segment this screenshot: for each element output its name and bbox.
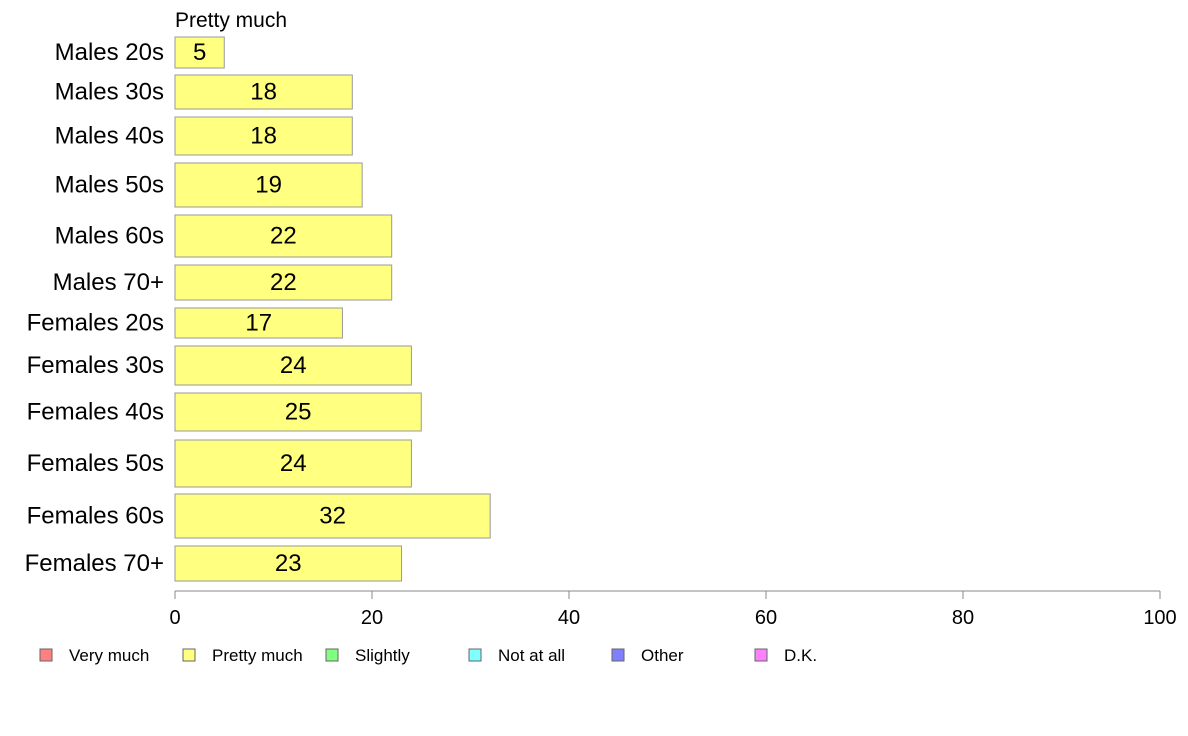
bar — [174, 214, 393, 258]
x-tick-label: 40 — [558, 607, 580, 629]
bar — [174, 545, 403, 582]
bar — [174, 439, 412, 488]
category-label: Males 20s — [55, 39, 164, 66]
bar-value-label: 24 — [280, 450, 307, 477]
x-tick-label: 20 — [361, 607, 383, 629]
bar-value-label: 17 — [245, 310, 272, 337]
bars-group: Males 20s 5 Males 30s 18 Males 40s 18 Males 50… — [25, 36, 491, 582]
category-label: Males 50s — [55, 172, 164, 199]
bar — [174, 493, 491, 539]
x-tick-label: 0 — [169, 607, 180, 629]
bar — [174, 392, 422, 432]
category-label: Females 30s — [27, 352, 164, 379]
category-label: Females 40s — [27, 399, 164, 426]
bar-value-label: 5 — [193, 39, 206, 66]
bar-value-label: 18 — [250, 123, 277, 150]
legend-swatch — [39, 648, 53, 662]
legend-label: Other — [641, 646, 684, 665]
legend-label: Very much — [69, 646, 149, 665]
legend-label: D.K. — [784, 646, 817, 665]
bar-value-label: 19 — [255, 172, 282, 199]
bar-value-label: 32 — [319, 503, 346, 530]
bar-value-label: 22 — [270, 223, 297, 250]
category-label: Females 70+ — [25, 550, 164, 577]
x-tick-label: 80 — [952, 607, 974, 629]
bar-value-label: 18 — [250, 79, 277, 106]
category-label: Males 70+ — [53, 269, 164, 296]
series-title: Pretty much — [175, 9, 287, 32]
category-label: Males 30s — [55, 79, 164, 106]
bar-value-label: 25 — [285, 399, 312, 426]
bar-value-label: 22 — [270, 269, 297, 296]
category-label: Males 40s — [55, 123, 164, 150]
bar — [174, 74, 353, 110]
bar — [174, 162, 363, 208]
legend-swatch — [611, 648, 625, 662]
bar — [174, 307, 343, 339]
bar — [174, 345, 412, 386]
bar — [174, 116, 353, 156]
bar — [174, 264, 393, 301]
bar — [174, 36, 225, 69]
category-label: Females 20s — [27, 310, 164, 337]
x-axis: 0 20 40 60 80 100 — [169, 590, 1177, 629]
legend-swatch — [468, 648, 482, 662]
legend-label: Not at all — [498, 646, 565, 665]
bar-value-label: 23 — [275, 550, 302, 577]
legend-swatch — [754, 648, 768, 662]
legend-label: Slightly — [355, 646, 410, 665]
x-tick-label: 60 — [755, 607, 777, 629]
x-tick-label: 100 — [1143, 607, 1176, 629]
category-label: Females 50s — [27, 450, 164, 477]
category-label: Females 60s — [27, 503, 164, 530]
bar-value-label: 24 — [280, 352, 307, 379]
category-label: Males 60s — [55, 223, 164, 250]
legend-label: Pretty much — [212, 646, 303, 665]
legend-swatch — [325, 648, 339, 662]
legend-swatch — [182, 648, 196, 662]
legend: Very much Pretty much Slightly Not at all Ot… — [39, 646, 817, 665]
